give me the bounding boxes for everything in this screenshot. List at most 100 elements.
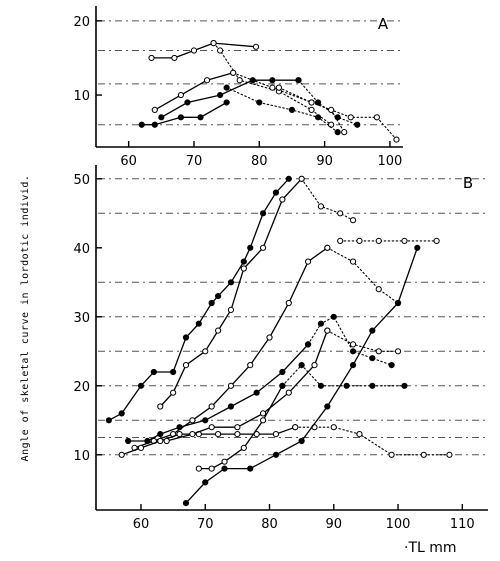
data-point [349,362,357,369]
data-point [137,444,145,451]
x-tick-label: 60 [120,154,137,169]
data-point [285,299,292,307]
data-point [138,121,145,128]
series-line [133,247,328,449]
data-point [157,437,164,445]
data-point [208,465,215,472]
data-point [298,437,305,445]
data-point [197,114,204,121]
data-point [401,237,408,244]
data-point [304,341,312,348]
data-point [308,106,315,113]
y-tick-label: 20 [73,15,90,30]
data-point [182,334,190,341]
data-point [269,77,276,84]
data-point [285,389,292,396]
data-point [221,465,228,472]
x-tick-label: 110 [450,517,475,532]
data-point [252,43,260,50]
data-point [118,410,125,417]
data-point [208,424,215,431]
data-point [317,203,325,210]
x-tick-label: 100 [378,154,403,169]
data-point [288,106,296,113]
data-point [328,106,335,113]
data-point [157,403,164,410]
data-point [356,237,363,244]
data-point [247,244,254,251]
series-line [166,329,328,442]
data-point [223,84,230,91]
data-point [148,54,155,62]
data-point [217,91,224,99]
series-line [127,343,309,442]
data-point [171,54,178,62]
data-point [279,368,286,376]
data-point [221,458,228,465]
data-point [189,417,196,424]
data-point [341,129,348,136]
data-point [259,410,267,417]
data-point [259,210,267,217]
data-point [105,417,112,424]
data-point [317,320,325,327]
data-point [269,84,276,91]
series-line [121,426,296,456]
data-point [311,362,318,369]
data-point [330,424,337,431]
data-point [349,217,357,224]
data-point [227,279,235,286]
data-point [214,293,222,300]
series-line [226,87,339,133]
data-point [420,451,427,458]
data-point [369,355,376,362]
data-point [208,403,215,410]
x-axis-label: ·TL mm [404,540,457,556]
series-line [154,72,234,111]
data-point [182,500,190,507]
data-point [292,424,299,431]
data-point [247,465,254,472]
data-point [375,286,382,293]
data-point [298,175,305,182]
series-line [326,330,399,352]
series-line [297,79,358,126]
data-point [170,389,177,396]
data-point [214,327,222,334]
data-point [298,362,305,369]
data-point [337,237,344,244]
data-point [151,106,158,113]
data-point [275,84,282,91]
data-point [308,99,315,106]
data-point [177,114,185,121]
data-point [236,77,243,84]
data-point [272,189,280,196]
data-point [234,431,241,438]
data-point [203,77,211,84]
data-point [330,313,337,320]
data-point [375,348,382,355]
data-point [259,244,267,251]
data-point [227,306,235,313]
data-point [279,382,286,389]
data-point [234,424,241,431]
data-point [240,265,247,272]
data-point [349,348,357,355]
series-line [160,79,300,118]
data-point [373,114,380,121]
data-point [433,237,440,244]
data-point [272,431,280,438]
y-tick-label: 20 [73,380,90,395]
series-line [159,178,303,408]
data-point [354,121,361,128]
data-point [176,431,183,438]
data-point [214,431,222,438]
data-point [176,424,183,431]
y-axis-label: Angle of skeletal curve in lordotic indi… [20,175,31,462]
data-point [349,258,357,265]
x-tick-label: 70 [197,517,214,532]
y-tick-label: 10 [73,449,90,464]
data-point [240,444,247,451]
